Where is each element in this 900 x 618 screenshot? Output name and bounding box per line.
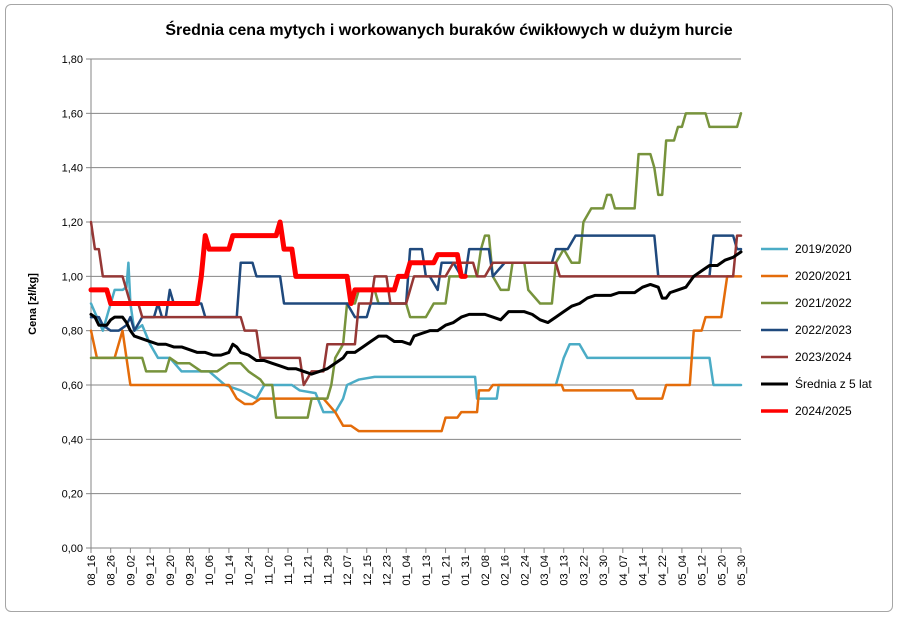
x-tick-label: 12_23 xyxy=(381,555,393,586)
x-tick-label: 11_29 xyxy=(322,555,334,585)
x-tick-label: 09_02 xyxy=(125,555,137,586)
x-tick-label: 04_07 xyxy=(618,555,630,586)
y-tick-label: 1,80 xyxy=(62,54,83,66)
y-axis-tick-labels: 0,00 0,20 0,40 0,60 0,80 1,00 1,20 1,40 1,60 1,80 xyxy=(62,54,83,555)
x-tick-label: 09_28 xyxy=(184,555,196,586)
x-tick-label: 04_22 xyxy=(657,555,669,586)
x-tick-label: 05_20 xyxy=(716,555,728,586)
x-tick-label: 10_14 xyxy=(224,555,236,586)
x-tick-label: 01_31 xyxy=(460,555,472,586)
y-tick-label: 1,40 xyxy=(62,163,83,175)
legend-label: 2019/2020 xyxy=(795,242,852,256)
x-tick-label: 12_15 xyxy=(362,555,374,586)
x-tick-label: 03_30 xyxy=(598,555,610,586)
y-tick-label: 1,60 xyxy=(62,108,83,120)
legend-label: 2024/2025 xyxy=(795,404,852,418)
x-axis-tick-labels: 08_16 08_26 09_02 09_12 09_20 09_28 10_06 10_14… xyxy=(86,555,748,586)
legend-label: 2022/2023 xyxy=(795,323,852,337)
chart-frame xyxy=(5,4,893,612)
x-tick-label: 11_10 xyxy=(283,555,295,585)
x-tick-label: 01_13 xyxy=(421,555,433,586)
series-line-2 xyxy=(89,275,743,433)
y-tick-label: 0,60 xyxy=(62,380,83,392)
x-tick-label: 03_13 xyxy=(559,555,571,586)
x-tick-label: 04_14 xyxy=(638,555,650,586)
x-tick-label: 10_24 xyxy=(244,555,256,586)
gridlines xyxy=(91,58,741,495)
x-tick-label: 01_04 xyxy=(401,555,413,586)
legend-label: 2020/2021 xyxy=(795,269,852,283)
x-tick-label: 09_12 xyxy=(145,555,157,586)
series-lines xyxy=(88,112,743,433)
legend: 2019/2020 2020/2021 2021/2022 2022/2023 2023… xyxy=(761,242,872,418)
x-tick-label: 03_04 xyxy=(539,555,551,586)
y-tick-label: 1,00 xyxy=(62,271,83,283)
x-tick-label: 10_06 xyxy=(204,555,216,586)
series-line-1 xyxy=(89,261,743,414)
chart-title: Średnia cena mytych i workowanych burakó… xyxy=(165,20,732,39)
x-tick-label: 08_26 xyxy=(106,555,118,586)
x-tick-label: 02_24 xyxy=(519,555,531,586)
x-tick-label: 03_22 xyxy=(578,555,590,586)
legend-label: Średnia z 5 lat xyxy=(795,376,872,391)
x-tick-label: 05_30 xyxy=(736,555,748,586)
x-tick-label: 05_12 xyxy=(697,555,709,586)
x-tick-label: 02_16 xyxy=(500,555,512,586)
x-tick-label: 09_20 xyxy=(165,555,177,586)
legend-label: 2023/2024 xyxy=(795,350,852,364)
y-tick-label: 0,80 xyxy=(62,326,83,338)
x-tick-label: 08_16 xyxy=(86,555,98,586)
y-tick-label: 0,20 xyxy=(62,489,83,501)
x-tick-label: 02_08 xyxy=(480,555,492,586)
series-line-6 xyxy=(89,250,743,376)
legend-label: 2021/2022 xyxy=(795,296,852,310)
y-axis-title: Cena [zł/kg] xyxy=(27,273,39,335)
x-tick-label: 01_21 xyxy=(441,555,453,586)
x-tick-label: 05_04 xyxy=(677,555,689,586)
x-tick-label: 11_02 xyxy=(263,555,275,585)
x-tick-label: 12_07 xyxy=(342,555,354,586)
series-line-7 xyxy=(88,219,468,306)
y-tick-label: 0,00 xyxy=(62,543,83,555)
x-tick-label: 11_21 xyxy=(303,555,315,585)
y-tick-label: 0,40 xyxy=(62,434,83,446)
y-tick-label: 1,20 xyxy=(62,217,83,229)
